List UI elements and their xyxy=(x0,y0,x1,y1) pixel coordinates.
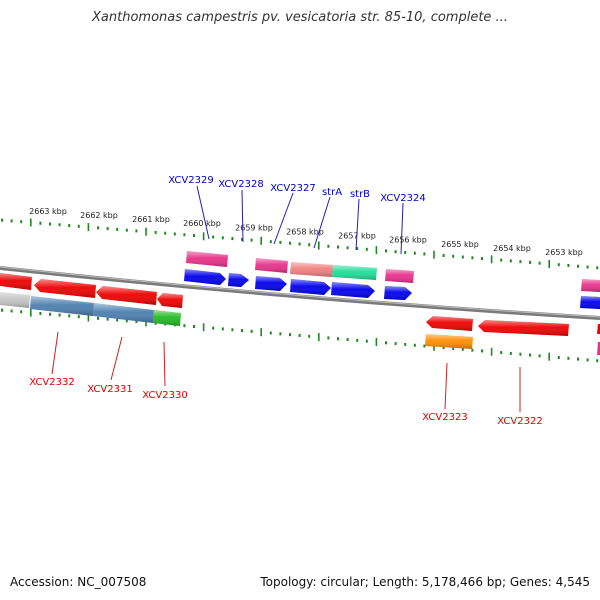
genome-backbone-highlight xyxy=(0,266,600,318)
genome-backbone xyxy=(0,266,600,320)
gene-label-strB[interactable]: strB xyxy=(350,189,370,200)
scale-label: 2654 kbp xyxy=(493,244,531,253)
gene-label-XCV2329[interactable]: XCV2329 xyxy=(168,175,213,186)
scale-label: 2659 kbp xyxy=(235,223,273,232)
gene-right-edge-pink[interactable] xyxy=(597,342,600,355)
gene-features xyxy=(0,251,600,355)
gene-label-XCV2331[interactable]: XCV2331 xyxy=(87,384,132,395)
gene-label-XCV2322[interactable]: XCV2322 xyxy=(497,416,542,427)
scale-ticks-top xyxy=(1,218,599,270)
gene-label-XCV2332[interactable]: XCV2332 xyxy=(29,377,74,388)
scale-label: 2653 kbp xyxy=(545,248,583,257)
accession-text: Accession: NC_007508 xyxy=(10,575,147,589)
scale-label: 2662 kbp xyxy=(80,211,118,220)
genome-summary: Topology: circular; Length: 5,178,466 bp… xyxy=(260,575,590,589)
gene-right-edge-red[interactable] xyxy=(597,324,600,334)
scale-label: 2660 kbp xyxy=(183,219,221,228)
gene-label-strA[interactable]: strA xyxy=(322,187,342,198)
scale-label: 2655 kbp xyxy=(441,240,479,249)
map-title: Xanthomonas campestris pv. vesicatoria s… xyxy=(92,10,508,25)
scale-label: 2656 kbp xyxy=(389,236,427,245)
gene-label-XCV2328[interactable]: XCV2328 xyxy=(218,179,263,190)
top-leader-lines xyxy=(196,185,404,255)
gene-label-XCV2327[interactable]: XCV2327 xyxy=(270,183,315,194)
gene-label-XCV2324[interactable]: XCV2324 xyxy=(380,193,425,204)
gene-label-XCV2330[interactable]: XCV2330 xyxy=(142,390,187,401)
scale-label: 2658 kbp xyxy=(286,227,324,236)
scale-labels: 2663 kbp 2662 kbp 2661 kbp 2660 kbp 2659 kbp… xyxy=(29,207,583,257)
scale-label: 2661 kbp xyxy=(132,215,170,224)
scale-ticks-bottom xyxy=(1,308,599,363)
gene-label-XCV2323[interactable]: XCV2323 xyxy=(422,412,467,423)
top-gene-labels: XCV2329 XCV2328 XCV2327 strA strB XCV232… xyxy=(168,175,425,204)
bottom-leader-lines xyxy=(51,331,521,412)
bottom-gene-labels: XCV2332 XCV2331 XCV2330 XCV2323 XCV2322 xyxy=(29,377,542,427)
scale-label: 2663 kbp xyxy=(29,207,67,216)
